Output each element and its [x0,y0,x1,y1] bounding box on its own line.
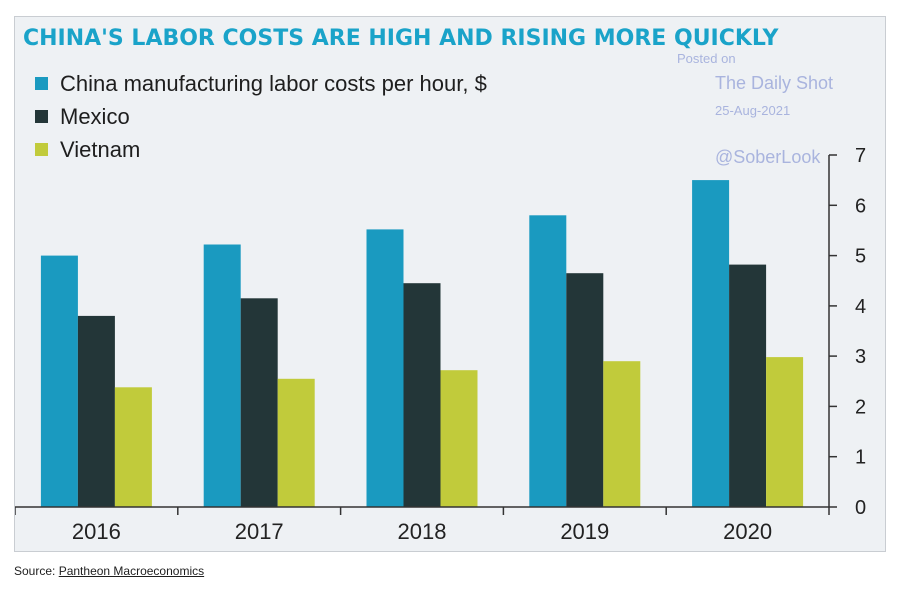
bar-vietnam-2017 [277,378,315,507]
x-tick-label-2020: 2020 [723,519,772,544]
bar-vietnam-2019 [603,361,641,507]
legend-label-china: China manufacturing labor costs per hour… [60,71,487,96]
bar-china-2017 [203,244,241,507]
bar-china-2020 [692,180,730,507]
y-tick-label-3: 3 [855,346,866,368]
legend-label-vietnam: Vietnam [60,137,140,162]
x-tick-label-2016: 2016 [72,519,121,544]
watermark-date: 25-Aug-2021 [715,103,790,118]
chart-title: CHINA'S LABOR COSTS ARE HIGH AND RISING … [23,26,780,51]
bar-mexico-2017 [240,298,278,507]
bar-china-2019 [529,215,567,508]
y-tick-label-2: 2 [855,396,866,418]
bar-china-2018 [366,229,404,507]
watermark-daily-shot: The Daily Shot [715,73,833,93]
x-tick-label-2018: 2018 [398,519,447,544]
legend: China manufacturing labor costs per hour… [35,71,487,162]
watermark-handle: @SoberLook [715,147,821,167]
chart-frame: CHINA'S LABOR COSTS ARE HIGH AND RISING … [14,16,886,552]
legend-swatch-vietnam [35,143,48,156]
bar-mexico-2019 [566,273,604,507]
legend-swatch-mexico [35,110,48,123]
watermark-posted-on: Posted on [677,51,736,66]
bar-mexico-2018 [403,283,441,507]
source-prefix: Source: [14,564,59,578]
bar-vietnam-2016 [114,387,152,507]
bar-china-2016 [40,255,78,507]
x-tick-label-2019: 2019 [560,519,609,544]
bar-mexico-2020 [729,264,767,507]
legend-swatch-china [35,77,48,90]
bar-vietnam-2020 [766,357,804,507]
y-tick-label-5: 5 [855,246,866,268]
source-note: Source: Pantheon Macroeconomics [14,564,204,578]
y-tick-label-6: 6 [855,195,866,217]
legend-label-mexico: Mexico [60,104,130,129]
bar-chart: CHINA'S LABOR COSTS ARE HIGH AND RISING … [15,26,866,544]
y-tick-label-7: 7 [855,145,866,167]
y-tick-label-4: 4 [855,296,866,318]
bar-vietnam-2018 [440,370,478,507]
bar-mexico-2016 [77,315,115,507]
x-ticks-group: 2016 2017 2018 2019 2020 [15,507,830,544]
y-ticks-group: 0 1 2 3 4 5 6 7 [829,145,866,519]
source-link[interactable]: Pantheon Macroeconomics [58,564,205,578]
y-tick-label-1: 1 [855,447,866,469]
x-tick-label-2017: 2017 [235,519,284,544]
watermark: Posted on The Daily Shot 25-Aug-2021 @So… [677,51,833,167]
y-tick-label-0: 0 [855,497,866,519]
bars-group [40,180,804,508]
